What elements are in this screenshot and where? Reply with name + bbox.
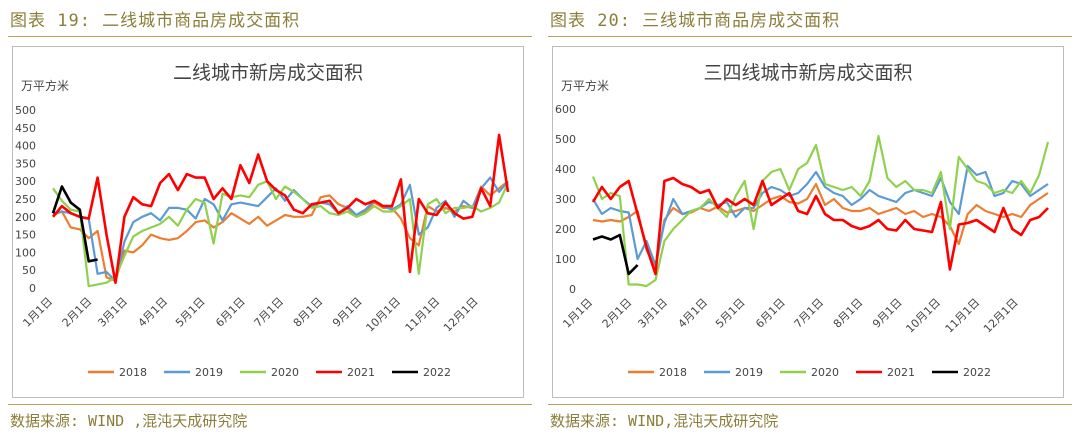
x-tick-label: 2月1日 bbox=[600, 296, 635, 331]
legend-label-2019: 2019 bbox=[195, 366, 223, 379]
legend-label-2021: 2021 bbox=[887, 366, 915, 379]
legend-label-2022: 2022 bbox=[423, 366, 451, 379]
y-tick-label: 200 bbox=[15, 211, 36, 224]
series-line-2019 bbox=[592, 164, 1049, 267]
legend-label-2018: 2018 bbox=[119, 366, 147, 379]
figure-title: 图表 20: 三线城市商品房成交面积 bbox=[550, 11, 841, 31]
x-tick-label: 2月1日 bbox=[60, 295, 95, 330]
x-tick-label: 4月1日 bbox=[676, 296, 711, 331]
x-tick-label: 11月1日 bbox=[403, 295, 443, 335]
x-tick-label: 8月1日 bbox=[831, 296, 866, 331]
y-tick-label: 350 bbox=[15, 157, 36, 170]
legend-label-2021: 2021 bbox=[347, 366, 375, 379]
y-axis-label: 万平方米 bbox=[561, 78, 609, 93]
data-source: 数据来源: WIND ,混沌天成研究院 bbox=[10, 412, 248, 430]
x-tick-label: 8月1日 bbox=[291, 295, 326, 330]
chart-title: 三四线城市新房成交面积 bbox=[703, 62, 912, 84]
x-tick-label: 10月1日 bbox=[903, 296, 943, 336]
x-tick-label: 1月1日 bbox=[20, 295, 55, 330]
y-tick-label: 600 bbox=[555, 103, 576, 116]
title-rule bbox=[8, 36, 532, 37]
series-line-2022 bbox=[51, 185, 98, 263]
y-tick-label: 0 bbox=[29, 282, 36, 295]
title-rule bbox=[548, 36, 1072, 37]
series-line-2021 bbox=[52, 133, 510, 284]
y-tick-label: 450 bbox=[15, 122, 36, 135]
chart-frame: 三四线城市新房成交面积万平方米 0 100 200 300 400 500 600 1月1日 2月… bbox=[552, 46, 1064, 398]
x-tick-label: 3月1日 bbox=[635, 296, 670, 331]
figure-title: 图表 19: 二线城市商品房成交面积 bbox=[10, 11, 301, 31]
left-panel: 图表 19: 二线城市商品房成交面积 二线城市新房成交面积万平方米 0 50 100 1… bbox=[0, 0, 536, 447]
y-tick-label: 250 bbox=[15, 193, 36, 206]
y-tick-label: 400 bbox=[15, 140, 36, 153]
y-tick-label: 500 bbox=[555, 133, 576, 146]
y-tick-label: 150 bbox=[15, 229, 36, 242]
x-tick-label: 7月1日 bbox=[252, 295, 287, 330]
x-tick-label: 9月1日 bbox=[870, 296, 905, 331]
x-tick-label: 12月1日 bbox=[981, 296, 1021, 336]
x-tick-label: 10月1日 bbox=[363, 295, 403, 335]
series-line-2020 bbox=[591, 134, 1050, 288]
y-axis-label: 万平方米 bbox=[21, 78, 69, 93]
x-tick-label: 11月1日 bbox=[943, 296, 983, 336]
x-tick-label: 6月1日 bbox=[213, 295, 248, 330]
y-tick-label: 50 bbox=[22, 264, 36, 277]
legend-label-2020: 2020 bbox=[811, 366, 839, 379]
series-line-2021 bbox=[591, 176, 1049, 276]
y-tick-label: 200 bbox=[555, 223, 576, 236]
legend-label-2019: 2019 bbox=[735, 366, 763, 379]
y-tick-label: 400 bbox=[555, 163, 576, 176]
y-tick-label: 100 bbox=[15, 246, 36, 259]
y-tick-label: 100 bbox=[555, 253, 576, 266]
data-source: 数据来源: WIND,混沌天成研究院 bbox=[550, 412, 779, 430]
series-line-2018 bbox=[52, 180, 509, 282]
y-tick-label: 300 bbox=[15, 175, 36, 188]
x-tick-label: 4月1日 bbox=[136, 295, 171, 330]
chart-title: 二线城市新房成交面积 bbox=[173, 62, 363, 84]
y-tick-label: 300 bbox=[555, 193, 576, 206]
x-tick-label: 5月1日 bbox=[173, 295, 208, 330]
y-tick-label: 0 bbox=[569, 283, 576, 296]
chart-frame: 二线城市新房成交面积万平方米 0 50 100 150 200 250 300 350 400 45… bbox=[12, 46, 524, 398]
right-panel: 图表 20: 三线城市商品房成交面积 三四线城市新房成交面积万平方米 0 100 20… bbox=[540, 0, 1076, 447]
x-tick-label: 5月1日 bbox=[713, 296, 748, 331]
legend-label-2018: 2018 bbox=[659, 366, 687, 379]
legend-label-2022: 2022 bbox=[963, 366, 991, 379]
source-rule bbox=[548, 404, 1072, 405]
x-tick-label: 6月1日 bbox=[753, 296, 788, 331]
series-line-2022 bbox=[592, 233, 639, 276]
y-tick-label: 500 bbox=[15, 104, 36, 117]
legend-label-2020: 2020 bbox=[271, 366, 299, 379]
x-tick-label: 12月1日 bbox=[441, 295, 481, 335]
x-tick-label: 1月1日 bbox=[560, 296, 595, 331]
source-rule bbox=[8, 404, 532, 405]
x-tick-label: 9月1日 bbox=[330, 295, 365, 330]
x-tick-label: 7月1日 bbox=[792, 296, 827, 331]
x-tick-label: 3月1日 bbox=[95, 295, 130, 330]
